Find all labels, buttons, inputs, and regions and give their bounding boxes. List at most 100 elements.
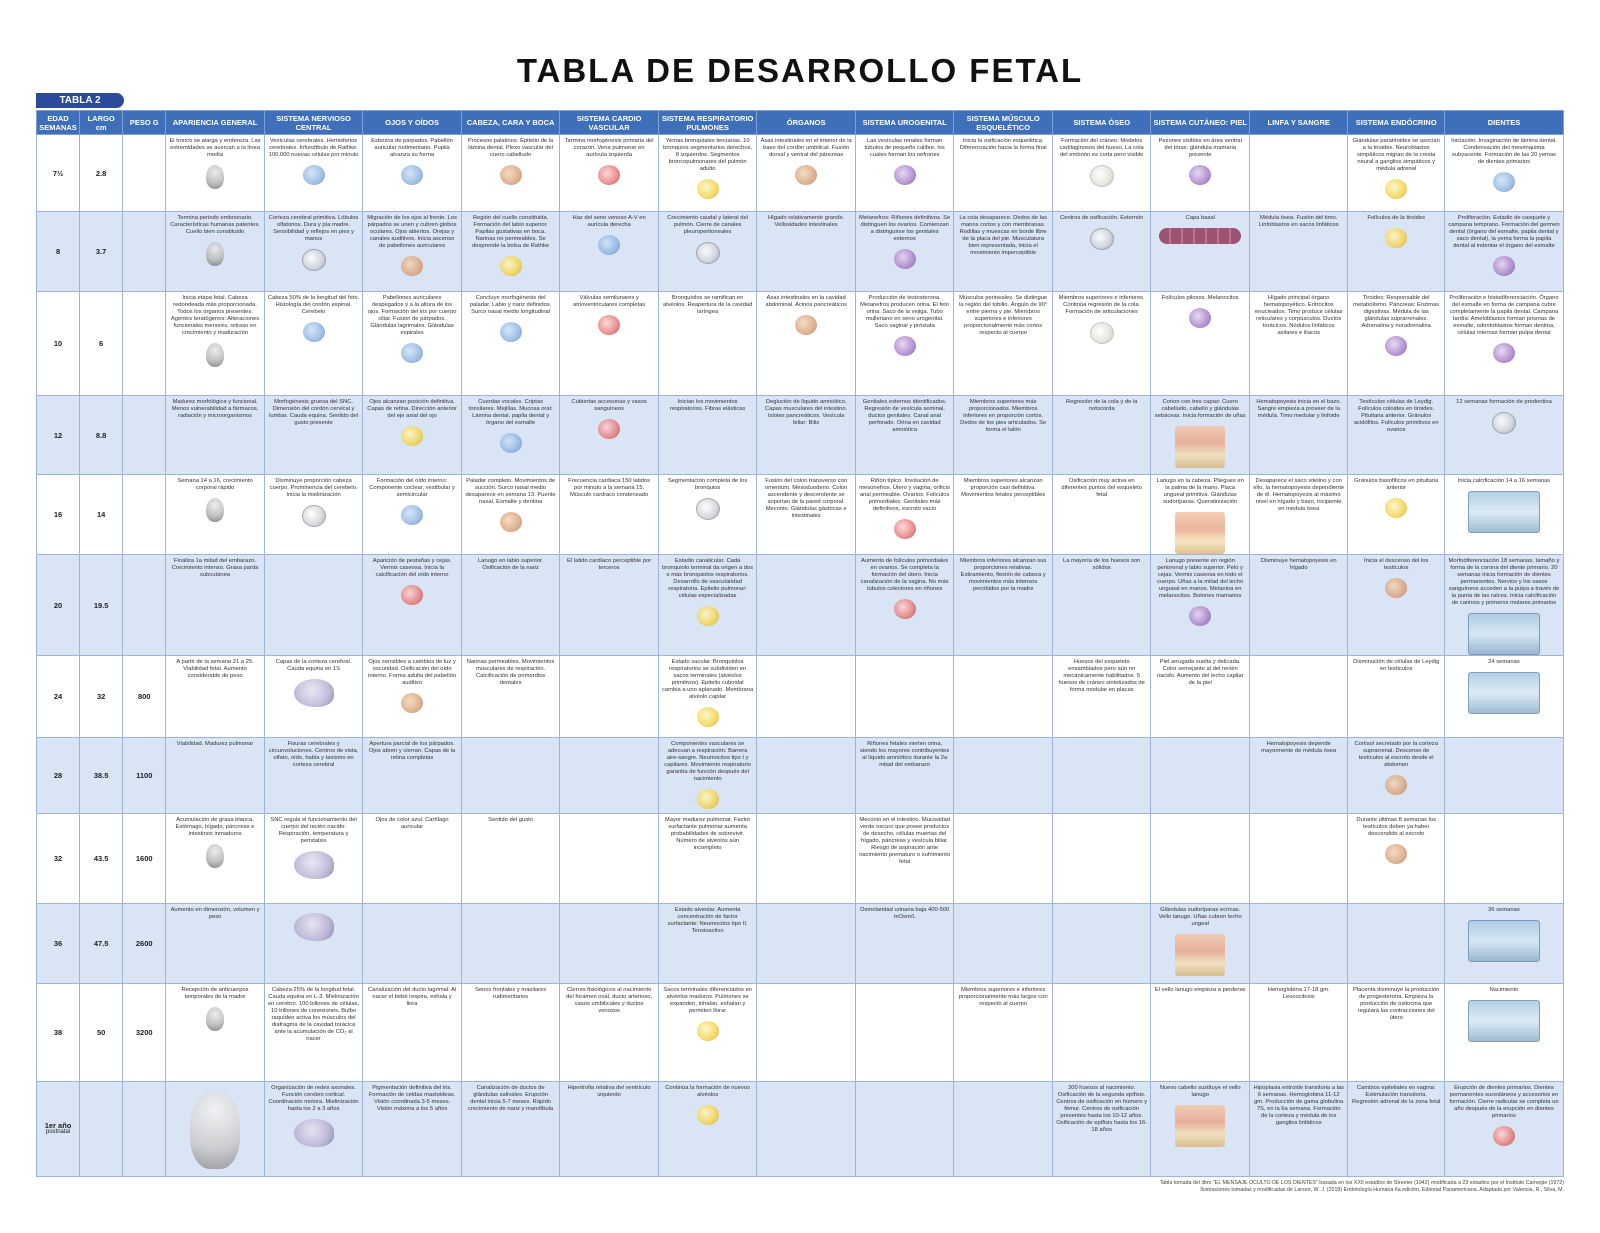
cell-cabeza: Concluye morfogénesis del paladar. Labio… (460, 291, 561, 396)
endocrino-illustration-icon (1385, 578, 1408, 598)
uro-text: Riñones fetales vierten orina, siendo lo… (860, 741, 950, 768)
edad-value: 32 (53, 854, 63, 863)
cell-largo: 32 (79, 655, 124, 738)
ojos-illustration-icon (401, 426, 424, 446)
cell-apariencia: Finaliza 1a mitad del embarazo. Crecimie… (165, 554, 265, 656)
cell-uro: Riñones fetales vierten orina, siendo lo… (854, 737, 955, 814)
cell-peso: 3200 (122, 983, 167, 1082)
dientes-text: Iniciación. Invaginación de lámina denta… (1451, 138, 1557, 165)
table-row: 32 43.5 1600 Acumulación de grasa blanca. E… (35, 813, 1565, 904)
dientes-text: Proliferación e histodiferenciación. Órg… (1449, 295, 1559, 336)
oseo-text: 300 huesos al nacimiento. Osificación de… (1056, 1085, 1148, 1133)
table-row: 20 19.5 Finaliza 1a mitad del embarazo. Cr… (35, 554, 1565, 656)
ojos-text: Formación del oído interno: Componente c… (369, 478, 455, 498)
endocrino-illustration-icon (1385, 498, 1408, 518)
cardio-illustration-icon (598, 235, 621, 255)
apariencia-text: A partir de la semana 21 a 25. Viabilida… (176, 659, 254, 679)
cell-resp: Estadio canalicular. Cada bronquiolo ter… (657, 554, 758, 656)
apariencia-illustration-icon (206, 165, 225, 189)
endocrino-illustration-icon (1385, 336, 1408, 356)
dientes-text: Nacimiento (1489, 987, 1519, 993)
cell-endocrino (1347, 903, 1445, 984)
apariencia-text: Inicia etapa fetal. Cabeza redondeada má… (170, 295, 260, 336)
cell-organos: Fusión del colon transverso con omentum.… (756, 474, 856, 555)
cell-piel (1150, 737, 1250, 814)
cell-edad: 32 (35, 813, 81, 904)
uro-text: Riñón típico. Involución de mesonefros. … (859, 478, 951, 512)
endocrino-illustration-icon (1385, 844, 1408, 864)
cell-peso: 2600 (122, 903, 167, 984)
cabeza-text: Región del cuello constituida. Formación… (472, 215, 550, 249)
cardio-text: Cubiertas accesorias y vasos sanguíneos (571, 399, 647, 412)
organos-illustration-icon (795, 165, 818, 185)
header-row: EDAD SEMANAS LARGO cm PESO g APARIENCIA GE… (35, 110, 1565, 135)
dientes-illustration-icon (1492, 256, 1515, 276)
piel-text: Lanugo presente en región periorenal y l… (1157, 558, 1244, 599)
cell-piel: Nuevo cabello sustituye el vello lanugo (1150, 1081, 1250, 1177)
cell-musculo: La cola desaparece. Dedos de las manos c… (953, 211, 1053, 292)
apariencia-text: Acumulación de grasa blanca. Estómago, h… (175, 817, 255, 837)
cabeza-illustration-icon (499, 322, 522, 342)
cell-dientes: Iniciación. Invaginación de lámina denta… (1443, 134, 1565, 212)
apariencia-text: Recepción de anticuerpos temporales de l… (181, 987, 249, 1000)
cabeza-text: Cuerdas vocales. Criptas tonsilares. Mej… (468, 399, 553, 426)
cardio-illustration-icon (598, 419, 621, 439)
header-uro: SISTEMA UROGENITAL (854, 110, 955, 135)
cell-linfa (1248, 903, 1349, 984)
dientes-illustration-icon (1492, 172, 1515, 192)
uro-text: Osmolaridad urinaria baja 400-500 mOsm/L (860, 907, 950, 920)
uro-illustration-icon (893, 165, 916, 185)
cell-organos (756, 554, 856, 656)
cell-ojos: Apertura parcial de los párpados. Ojos a… (362, 737, 462, 814)
cell-apariencia: Acumulación de grasa blanca. Estómago, h… (165, 813, 265, 904)
source-line-1: Tabla tomada del libro "EL MENSAJE OCULT… (1159, 1180, 1564, 1186)
cell-dientes: Morfodiferenciación 18 semanas, tamaño y… (1443, 554, 1565, 656)
oseo-text: Huesos del esqueleto ensamblados pero aú… (1058, 659, 1145, 693)
cell-peso (122, 395, 167, 475)
ojos-text: Ojos de color azul. Cartílago auricular (375, 817, 449, 830)
snc-text: Disminuye proporción cabeza cuerpo. Prom… (269, 478, 358, 498)
snc-illustration-icon (301, 505, 326, 527)
cell-musculo (953, 903, 1053, 984)
cell-snc: Fisuras cerebrales y circunvoluciones. C… (263, 737, 364, 814)
cell-largo: 43.5 (79, 813, 124, 904)
linfa-text: Hemoglobina 17-18 gm. Leucocitosis (1267, 987, 1330, 1000)
dientes-text: 36 semanas (1488, 907, 1520, 913)
oseo-text: Regresión de la cola y de la notocorda (1065, 399, 1138, 412)
musculo-text: Miembros superiores e inferiores proporc… (958, 987, 1048, 1007)
cell-oseo (1051, 813, 1152, 904)
apariencia-illustration-icon (206, 844, 225, 868)
uro-text: Genitales externos identificados. Regres… (862, 399, 947, 433)
cell-edad: 10 (35, 291, 81, 396)
resp-illustration-icon (695, 498, 720, 520)
table-row: 38 50 3200 Recepción de anticuerpos tempora… (35, 983, 1565, 1082)
dientes-illustration-icon (1467, 613, 1540, 655)
cell-linfa: Hígado principal órgano hematopoyético. … (1248, 291, 1349, 396)
header-linfa: LINFA Y SANGRE (1248, 110, 1349, 135)
table-row: 12 8.8 Madurez morfológica y funcional. Me… (35, 395, 1565, 475)
table-row: 24 32 800 A partir de la semana 21 a 25. Vi… (35, 655, 1565, 738)
cell-resp: Continúa la formación de nuevos alvéolos (657, 1081, 758, 1177)
cell-ojos: Ojos sensibles a cambios de luz y oscuri… (362, 655, 462, 738)
cell-piel: Glándulas sudoríparas ecrinas. Vello lan… (1150, 903, 1250, 984)
snc-illustration-icon (293, 913, 334, 941)
source-line-2: Ilustraciones tomadas y modificadas de L… (1200, 1187, 1564, 1193)
cell-linfa: Hipoplasia eritroide transitoria a las 6… (1248, 1081, 1349, 1177)
resp-text: Yemas bronquiales terciarias. 10 bronqui… (663, 138, 753, 172)
edad-value: 36 (53, 939, 63, 948)
cell-apariencia: Madurez morfológica y funcional. Menos v… (165, 395, 265, 475)
cell-edad: 7½ (35, 134, 81, 212)
fetal-development-table: EDAD SEMANAS LARGO cm PESO g APARIENCIA GE… (35, 110, 1565, 1177)
cell-peso: 1600 (122, 813, 167, 904)
uro-illustration-icon (893, 249, 916, 269)
oseo-text: Centros de osificación. Esternón (1059, 215, 1144, 221)
cell-ojos: Pigmentación definitiva del iris. Formac… (362, 1081, 462, 1177)
cell-organos (756, 1081, 856, 1177)
cell-edad: 20 (35, 554, 81, 656)
resp-text: Componentes vasculares se adecuan a resp… (664, 741, 751, 782)
ojos-illustration-icon (401, 585, 424, 605)
cell-ojos (362, 903, 462, 984)
endocrino-text: Inicia el descenso del los testículos (1363, 558, 1429, 571)
linfa-text: Hipoplasia eritroide transitoria a las 6… (1253, 1085, 1344, 1126)
cell-organos: Deglución de líquido amniótico. Capas mu… (756, 395, 856, 475)
